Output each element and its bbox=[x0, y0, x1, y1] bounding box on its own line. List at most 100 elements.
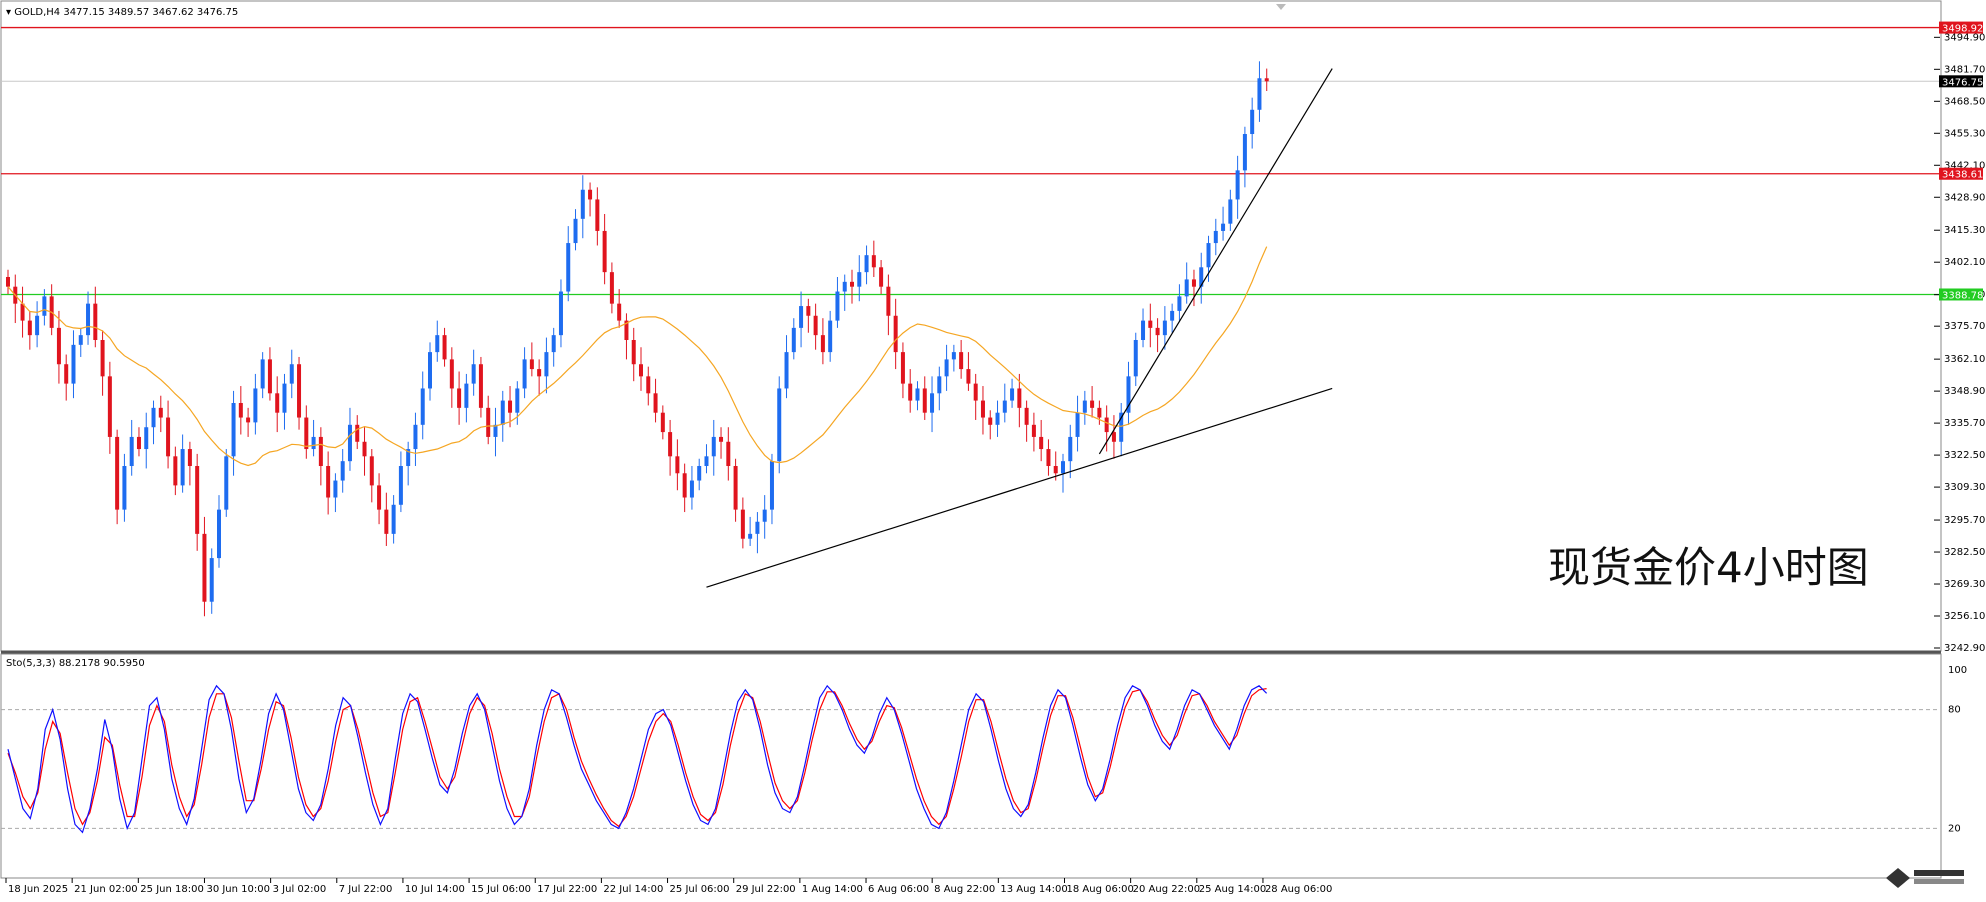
trendline[interactable] bbox=[1098, 68, 1333, 455]
candle-body[interactable] bbox=[457, 388, 462, 408]
candle-body[interactable] bbox=[726, 441, 731, 467]
candle-body[interactable] bbox=[333, 480, 338, 498]
candle-body[interactable] bbox=[551, 335, 556, 353]
candle-body[interactable] bbox=[1155, 327, 1160, 336]
candle-body[interactable] bbox=[864, 255, 869, 273]
candle-body[interactable] bbox=[951, 352, 956, 360]
candle-body[interactable] bbox=[144, 427, 149, 450]
candle-body[interactable] bbox=[442, 335, 447, 360]
candle-body[interactable] bbox=[216, 509, 222, 559]
candle-body[interactable] bbox=[151, 407, 156, 428]
candle-body[interactable] bbox=[1068, 436, 1073, 462]
candle-body[interactable] bbox=[588, 189, 593, 200]
candle-body[interactable] bbox=[602, 230, 607, 273]
candle-body[interactable] bbox=[733, 466, 738, 510]
candle-body[interactable] bbox=[944, 359, 949, 377]
candle-body[interactable] bbox=[129, 436, 134, 467]
candle-body[interactable] bbox=[267, 359, 272, 394]
candle-body[interactable] bbox=[304, 417, 309, 450]
candle-body[interactable] bbox=[377, 485, 382, 510]
candle-body[interactable] bbox=[609, 272, 614, 304]
candle-body[interactable] bbox=[289, 364, 294, 384]
candle-body[interactable] bbox=[595, 199, 600, 231]
candle-body[interactable] bbox=[842, 281, 847, 292]
candle-body[interactable] bbox=[180, 449, 185, 486]
candle-body[interactable] bbox=[202, 533, 207, 602]
candle-body[interactable] bbox=[464, 383, 469, 408]
candle-body[interactable] bbox=[471, 364, 476, 384]
candle-body[interactable] bbox=[369, 456, 374, 486]
candle-body[interactable] bbox=[1170, 310, 1175, 321]
candle-body[interactable] bbox=[297, 364, 302, 418]
candle-body[interactable] bbox=[158, 407, 163, 418]
candle-body[interactable] bbox=[1111, 432, 1116, 442]
candle-body[interactable] bbox=[799, 306, 804, 328]
candle-body[interactable] bbox=[835, 291, 840, 321]
candle-body[interactable] bbox=[558, 291, 563, 336]
candle-body[interactable] bbox=[580, 189, 585, 219]
candle-body[interactable] bbox=[973, 383, 978, 401]
candle-body[interactable] bbox=[646, 376, 651, 394]
candle-body[interactable] bbox=[806, 306, 811, 316]
candle-body[interactable] bbox=[42, 296, 47, 316]
candle-body[interactable] bbox=[20, 303, 25, 321]
candle-body[interactable] bbox=[777, 388, 782, 462]
candle-body[interactable] bbox=[1162, 320, 1167, 336]
candle-body[interactable] bbox=[828, 320, 833, 353]
candle-body[interactable] bbox=[384, 509, 389, 534]
candle-body[interactable] bbox=[1119, 412, 1124, 442]
candle-body[interactable] bbox=[187, 449, 192, 467]
candle-body[interactable] bbox=[260, 359, 265, 389]
candle-body[interactable] bbox=[1148, 320, 1153, 328]
candle-body[interactable] bbox=[100, 339, 105, 377]
candle-body[interactable] bbox=[762, 509, 767, 522]
candle-body[interactable] bbox=[486, 407, 491, 437]
candle-body[interactable] bbox=[86, 303, 91, 336]
candle-body[interactable] bbox=[1060, 461, 1066, 474]
candle-body[interactable] bbox=[1141, 320, 1146, 340]
candle-body[interactable] bbox=[1010, 388, 1015, 401]
candle-body[interactable] bbox=[1213, 230, 1218, 244]
candle-body[interactable] bbox=[937, 376, 942, 394]
candle-body[interactable] bbox=[413, 424, 418, 450]
candle-body[interactable] bbox=[959, 352, 964, 370]
candle-body[interactable] bbox=[1177, 296, 1182, 311]
candle-body[interactable] bbox=[624, 320, 629, 340]
candle-body[interactable] bbox=[886, 286, 891, 316]
candle-body[interactable] bbox=[508, 400, 513, 413]
candle-body[interactable] bbox=[231, 403, 236, 457]
candle-body[interactable] bbox=[427, 352, 433, 389]
candle-body[interactable] bbox=[1082, 400, 1087, 413]
candle-body[interactable] bbox=[908, 383, 913, 401]
candle-body[interactable] bbox=[406, 449, 411, 467]
candle-body[interactable] bbox=[748, 533, 753, 539]
candle-body[interactable] bbox=[1046, 449, 1051, 467]
candle-body[interactable] bbox=[544, 352, 549, 377]
candle-body[interactable] bbox=[740, 509, 745, 539]
candle-body[interactable] bbox=[893, 315, 898, 353]
candle-body[interactable] bbox=[1031, 424, 1036, 437]
candle-body[interactable] bbox=[900, 352, 905, 384]
candle-body[interactable] bbox=[173, 456, 178, 486]
candle-body[interactable] bbox=[537, 369, 542, 377]
candle-body[interactable] bbox=[56, 327, 61, 365]
candle-body[interactable] bbox=[1191, 279, 1196, 287]
candle-body[interactable] bbox=[769, 461, 774, 510]
candle-body[interactable] bbox=[449, 359, 454, 389]
candle-body[interactable] bbox=[318, 436, 323, 467]
candle-body[interactable] bbox=[922, 388, 927, 413]
candle-body[interactable] bbox=[27, 320, 32, 336]
candle-body[interactable] bbox=[224, 456, 229, 510]
candle-body[interactable] bbox=[820, 335, 825, 353]
candle-body[interactable] bbox=[1257, 78, 1262, 110]
candle-body[interactable] bbox=[1017, 388, 1022, 408]
candle-body[interactable] bbox=[1002, 400, 1007, 413]
candle-body[interactable] bbox=[420, 388, 425, 425]
candle-body[interactable] bbox=[1184, 279, 1189, 297]
candle-body[interactable] bbox=[697, 466, 702, 481]
candle-body[interactable] bbox=[93, 303, 98, 340]
candle-body[interactable] bbox=[1039, 436, 1044, 450]
candle-body[interactable] bbox=[64, 364, 69, 384]
candle-body[interactable] bbox=[566, 243, 571, 292]
